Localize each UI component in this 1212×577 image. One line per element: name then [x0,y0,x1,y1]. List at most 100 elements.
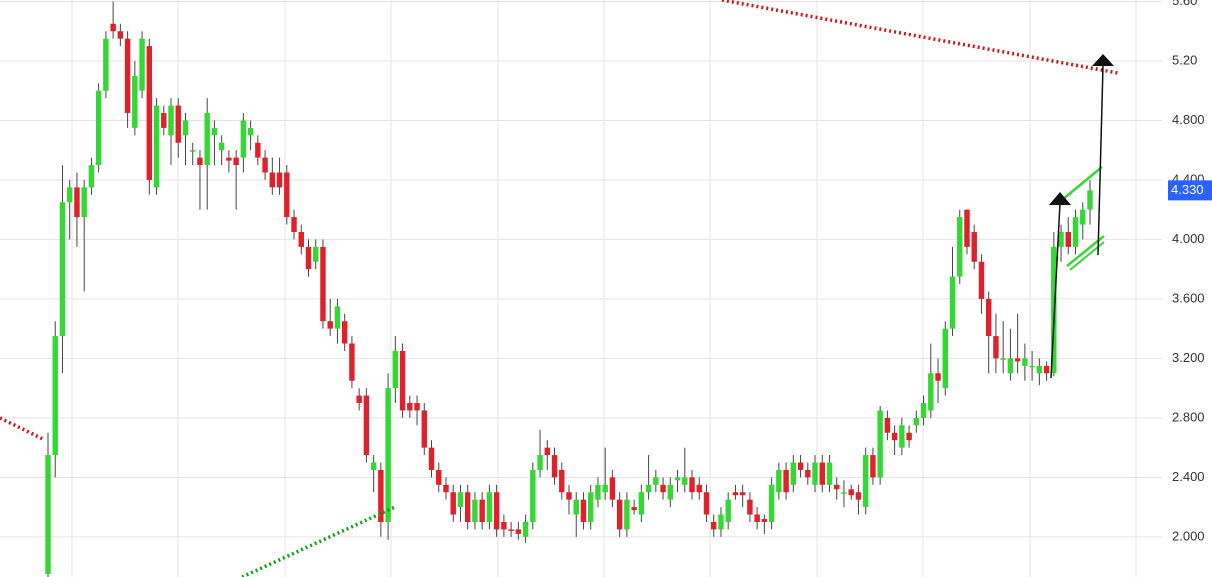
candle-body [609,477,616,500]
candle-body [537,455,543,470]
candle-body [566,492,572,500]
candle-body [81,187,87,218]
candle-body [602,484,608,493]
candle-body [776,469,782,493]
candle-body [761,519,768,522]
y-tick-label: 2.400 [1172,469,1205,484]
candle-body [783,469,789,493]
candle-body [305,246,312,270]
candle-body [479,499,485,522]
candle-body [935,373,941,381]
candle-body [942,328,948,389]
candle-body [985,298,992,337]
y-tick-label: 4.800 [1172,112,1205,127]
y-tick-label: 2.000 [1172,528,1205,543]
candle-body [218,142,225,151]
candle-body [653,477,659,485]
candle-body [913,417,920,426]
candle-body [696,484,702,493]
candle-body [356,395,362,404]
candle-body [436,469,442,485]
candle-body [182,120,189,136]
y-tick-label: 3.600 [1172,290,1205,305]
candle-body [559,469,565,493]
candle-body [59,202,66,337]
candle-body [269,172,276,188]
candle-body [768,484,775,522]
candle-body [522,521,529,537]
candle-body [616,499,623,530]
candle-body [88,165,95,188]
candle-body [631,507,637,511]
candle-body [797,462,804,470]
candle-body [291,217,297,232]
candle-body [66,187,73,203]
candles [45,1,1093,577]
candle-body [370,462,377,470]
candle-body [790,462,797,485]
candle-body [928,373,934,411]
arrow-line [1097,65,1104,256]
candle-body [964,209,970,247]
drawings [0,0,1119,577]
candle-body [515,529,522,534]
candle-body [124,38,131,114]
green-dotted-line [241,505,396,577]
candle-body [204,113,210,166]
candle-body [891,432,898,441]
candle-body [906,432,912,441]
candle-body [421,410,427,448]
candle-body [993,336,999,359]
candle-body [848,489,854,496]
candle-body [1022,358,1028,366]
candle-body [233,157,239,166]
arrow-head [1092,54,1114,66]
candle-body [247,127,254,136]
candle-body [103,38,109,91]
candle-body [95,90,102,166]
candle-body [110,23,116,32]
candle-body [276,172,283,188]
candle-body [580,499,587,522]
candle-body [146,46,153,180]
candle-body [551,455,558,478]
candle-body [327,321,333,329]
candle-body [363,395,370,456]
y-tick-label: 4.000 [1172,231,1205,246]
candle-body [298,231,304,247]
candle-body [725,499,731,522]
candle-body [971,231,977,262]
candle-body [624,499,630,530]
candle-body [226,157,232,161]
candle-body [501,521,507,530]
candle-body [175,105,181,143]
candle-body [464,492,471,522]
candle-body [834,484,840,490]
candle-body [544,447,551,456]
candle-body [486,492,493,522]
candle-body [153,105,160,188]
candle-body [320,246,326,322]
candle-body [1058,231,1064,247]
red-dotted-line [0,416,46,442]
candle-body [855,492,862,500]
candle-body [1000,358,1006,360]
candle-body [168,105,174,136]
candle-body [899,425,905,448]
candle-body [841,492,847,494]
candle-body [674,477,681,481]
candle-body [1007,358,1014,374]
candle-body [139,38,145,91]
candle-body [805,469,811,478]
candle-body [573,499,579,515]
candle-body [407,403,413,411]
candle-body [211,127,218,136]
candle-body [819,462,825,485]
candle-body [45,455,51,575]
candle-body [341,321,348,344]
vertical-grid [71,0,1137,577]
candle-body [1065,231,1072,247]
y-tick-label: 2.800 [1172,409,1205,424]
candle-body [754,514,760,522]
last-price-box [1168,180,1212,201]
